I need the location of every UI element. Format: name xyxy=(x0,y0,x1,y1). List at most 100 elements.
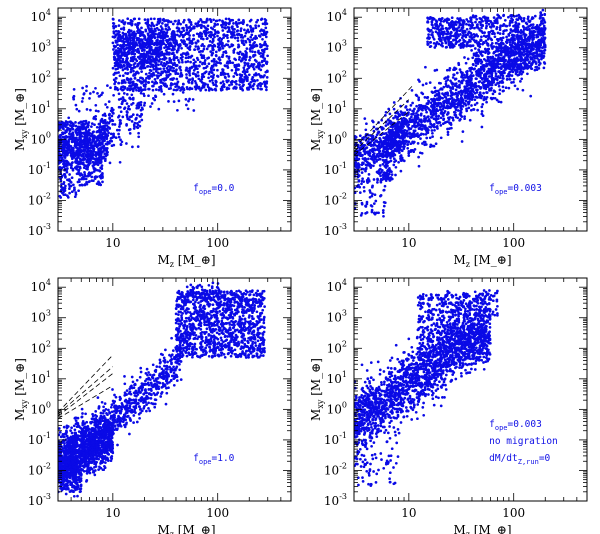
scatter-point xyxy=(430,129,434,132)
scatter-point xyxy=(186,107,190,111)
scatter-point xyxy=(406,134,410,138)
scatter-point xyxy=(133,76,137,80)
scatter-point xyxy=(64,184,67,188)
scatter-point xyxy=(87,134,91,137)
scatter-point xyxy=(90,171,94,175)
scatter-point xyxy=(144,72,148,76)
scatter-point xyxy=(60,175,64,179)
scatter-point xyxy=(188,55,192,59)
scatter-point xyxy=(90,125,93,128)
scatter-point xyxy=(169,20,173,24)
scatter-point xyxy=(64,176,67,179)
scatter-point xyxy=(92,148,95,152)
scatter-point xyxy=(435,104,439,108)
scatter-point xyxy=(227,26,231,30)
scatter-point xyxy=(224,17,228,21)
scatter-point xyxy=(410,89,414,92)
scatter-point xyxy=(417,106,421,110)
scatter-point xyxy=(139,103,143,107)
scatter-point xyxy=(384,141,388,144)
scatter-point xyxy=(258,82,262,85)
scatter-point xyxy=(209,20,213,24)
scatter-point xyxy=(94,86,97,90)
scatter-point xyxy=(85,108,89,111)
scatter-point xyxy=(367,153,371,156)
scatter-point xyxy=(70,134,73,138)
scatter-point xyxy=(458,68,462,71)
scatter-point xyxy=(134,23,137,26)
scatter-point xyxy=(95,162,99,166)
scatter-point xyxy=(468,118,472,122)
scatter-point xyxy=(127,37,131,41)
scatter-point xyxy=(413,122,416,126)
scatter-point xyxy=(167,73,171,77)
scatter-point xyxy=(122,32,126,36)
scatter-point xyxy=(442,117,446,121)
scatter-point xyxy=(163,46,166,50)
scatter-point xyxy=(216,68,219,72)
scatter-point xyxy=(226,39,230,43)
scatter-point xyxy=(437,89,440,93)
scatter-point xyxy=(138,124,142,128)
scatter-point xyxy=(251,38,254,42)
scatter-point xyxy=(207,89,211,92)
scatter-point xyxy=(363,159,367,162)
scatter-point xyxy=(240,39,244,42)
scatter-point xyxy=(243,28,246,32)
scatter-point xyxy=(363,156,367,160)
scatter-point xyxy=(444,96,448,99)
scatter-point xyxy=(190,27,194,30)
scatter-point xyxy=(452,98,456,102)
scatter-point xyxy=(112,48,115,51)
scatter-point xyxy=(153,77,157,81)
scatter-point xyxy=(97,95,101,98)
scatter-point xyxy=(259,84,262,88)
scatter-point xyxy=(412,141,415,145)
scatter-point xyxy=(232,75,236,78)
scatter-point xyxy=(207,56,211,60)
scatter-point xyxy=(485,100,488,104)
y-tick-label: 10-3 xyxy=(28,222,51,238)
scatter-point xyxy=(202,45,206,48)
scatter-point xyxy=(79,127,82,131)
scatter-point xyxy=(404,106,407,109)
scatter-point xyxy=(155,74,159,77)
scatter-point xyxy=(448,102,452,105)
scatter-point xyxy=(249,46,253,50)
scatter-point xyxy=(176,33,179,37)
scatter-point xyxy=(529,67,533,70)
scatter-point xyxy=(359,153,362,156)
scatter-point xyxy=(401,113,404,117)
scatter-point xyxy=(137,131,140,135)
scatter-point xyxy=(113,57,116,61)
scatter-point xyxy=(108,141,111,145)
scatter-point xyxy=(111,123,115,126)
scatter-point xyxy=(181,82,185,86)
scatter-point xyxy=(118,38,122,42)
scatter-point xyxy=(135,106,139,110)
scatter-point xyxy=(389,120,392,124)
scatter-point xyxy=(378,149,382,153)
scatter-point xyxy=(102,144,106,148)
scatter-point xyxy=(226,79,230,83)
scatter-point xyxy=(104,114,107,118)
scatter-point xyxy=(140,118,144,122)
scatter-point xyxy=(115,128,119,132)
scatter-point xyxy=(157,67,160,71)
scatter-point xyxy=(453,66,456,70)
scatter-point xyxy=(257,61,261,65)
scatter-point xyxy=(470,84,473,88)
scatter-point xyxy=(147,81,151,84)
scatter-point xyxy=(216,30,220,34)
scatter-point xyxy=(367,162,371,166)
scatter-point xyxy=(97,149,101,153)
scatter-point xyxy=(122,92,126,95)
scatter-point xyxy=(85,132,89,136)
scatter-point xyxy=(114,39,118,43)
scatter-point xyxy=(424,82,428,85)
scatter-point xyxy=(172,88,176,92)
scatter-point xyxy=(125,142,128,145)
scatter-point xyxy=(444,106,448,110)
scatter-point xyxy=(181,34,184,37)
scatter-point xyxy=(115,50,119,54)
